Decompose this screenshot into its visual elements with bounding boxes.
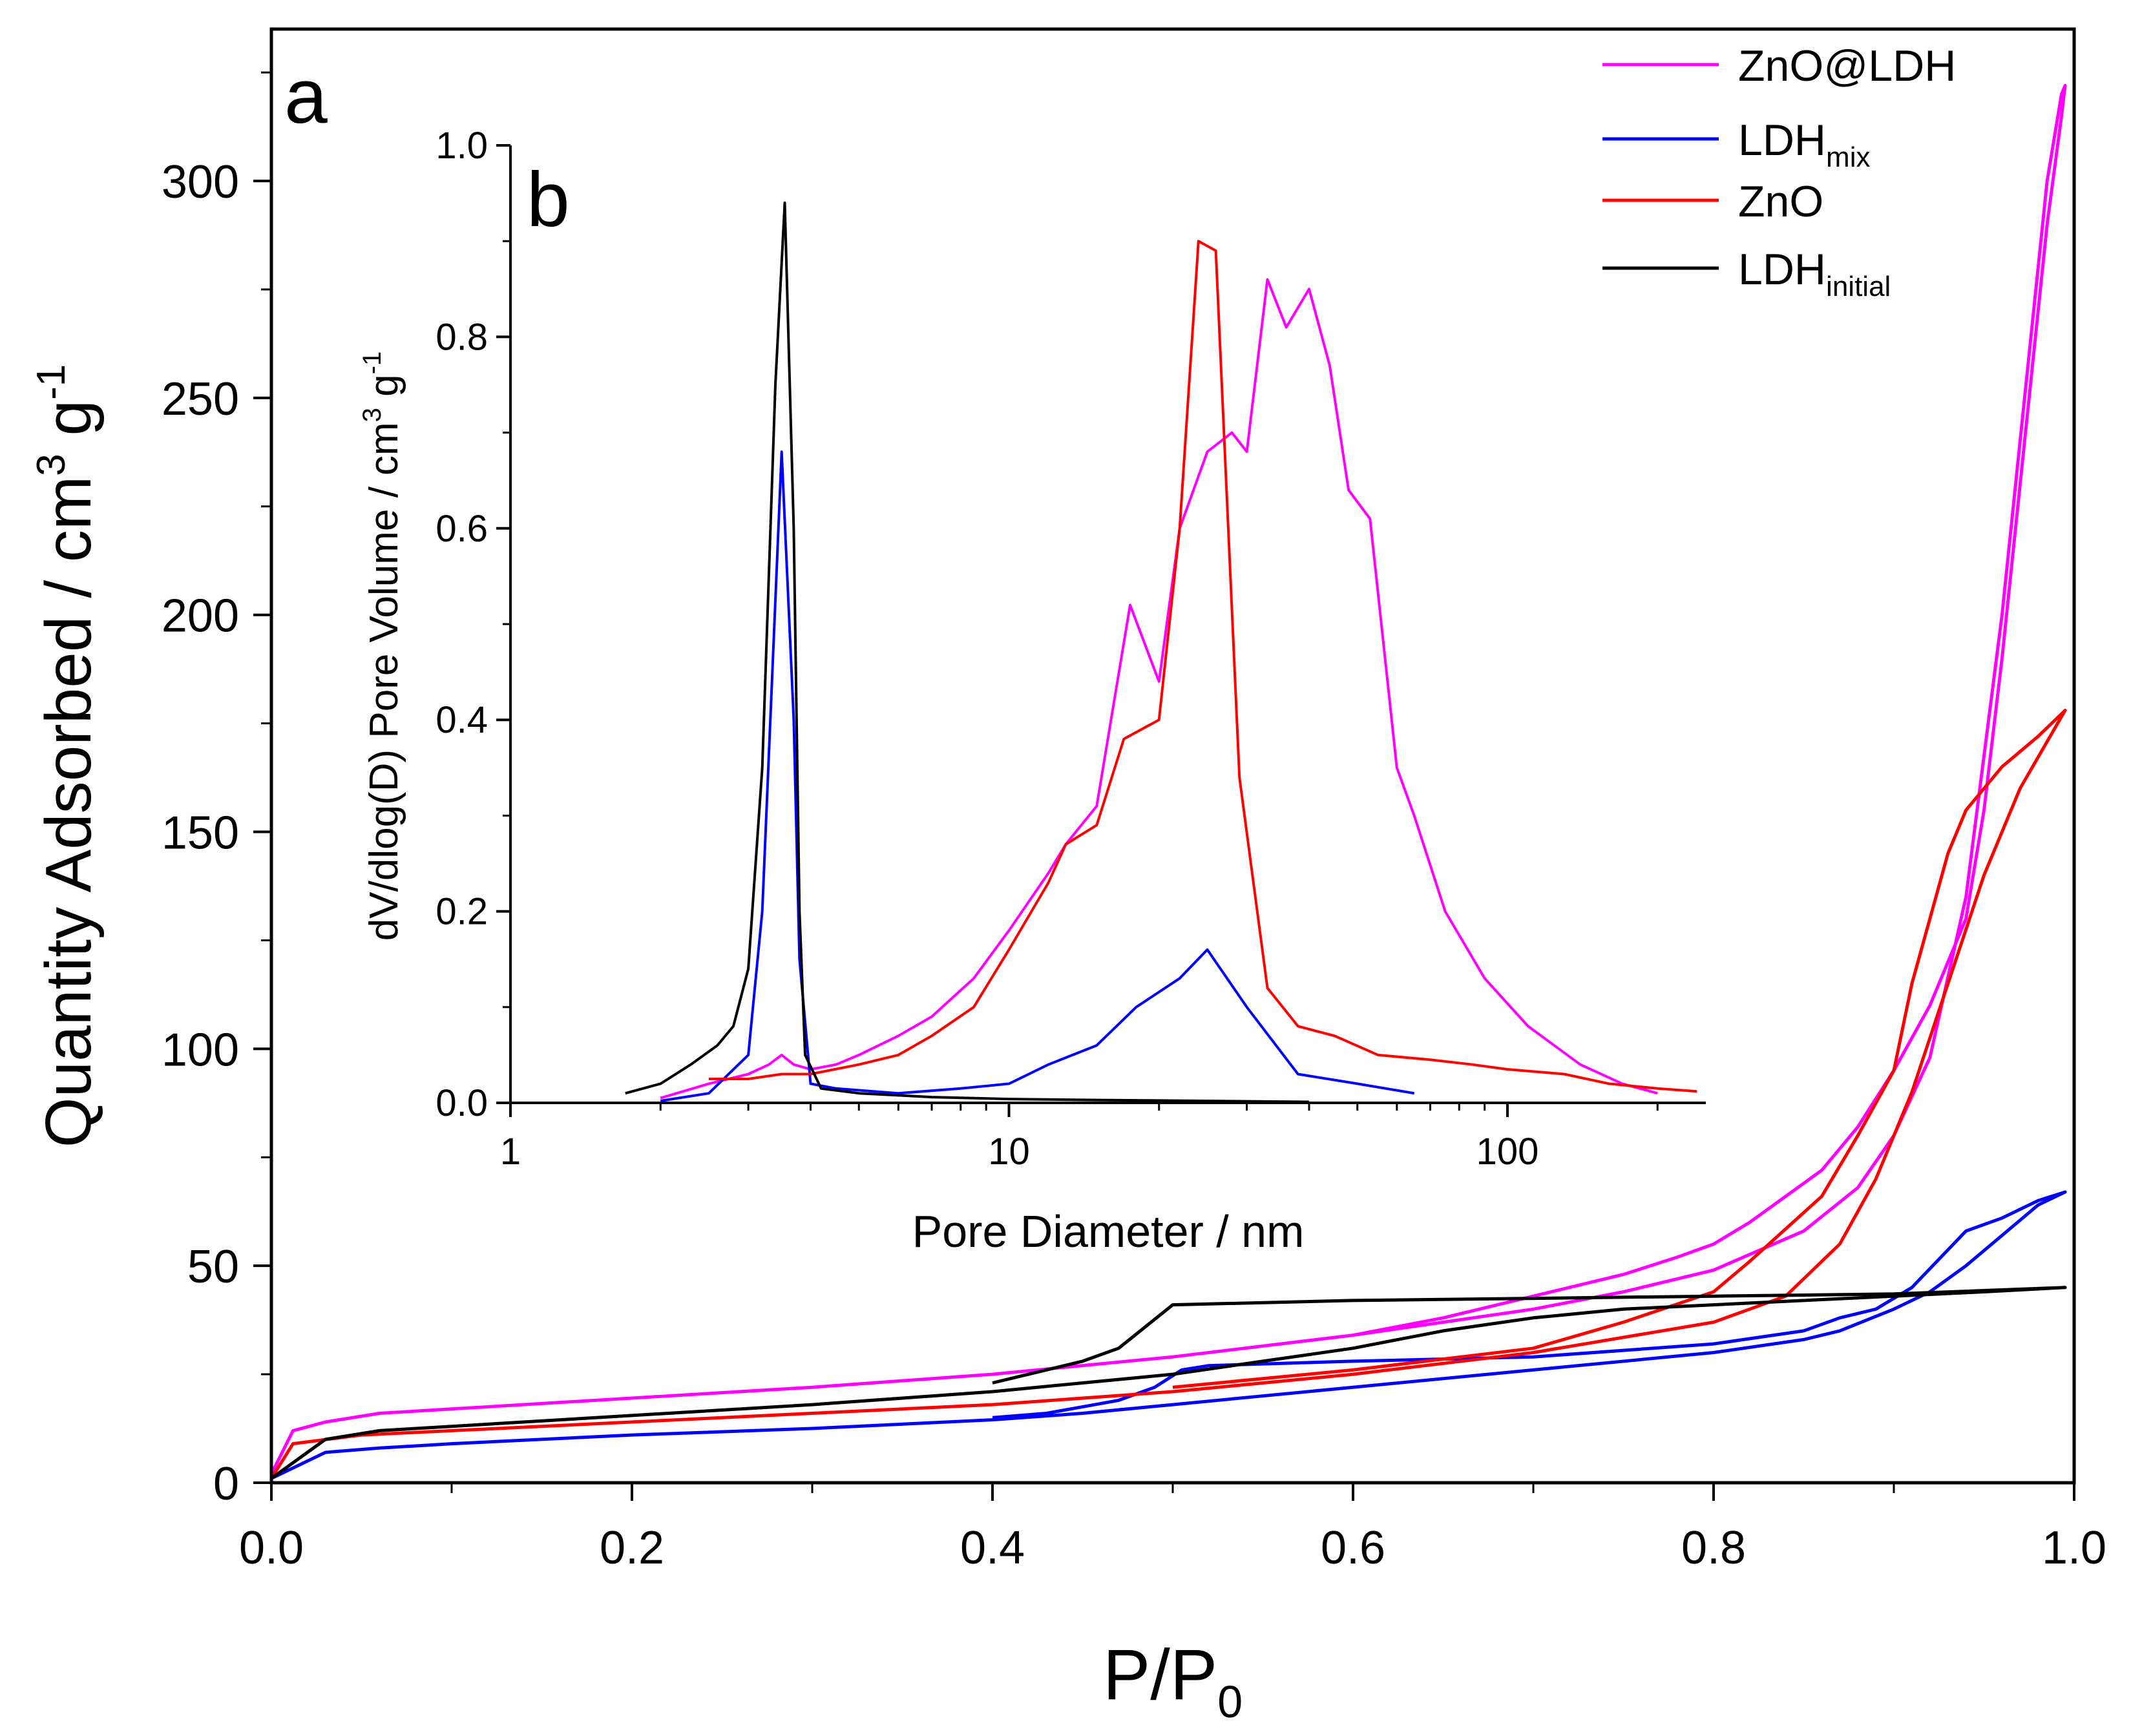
inset-y-tick-label: 0.4 (436, 699, 488, 741)
main-y-tick-label: 200 (162, 591, 239, 642)
legend: ZnO@LDH LDHmix ZnO LDHinitial (1602, 41, 1956, 302)
inset-x-axis-title: Pore Diameter / nm (912, 1206, 1305, 1257)
inset-series-group (625, 201, 1697, 1103)
main-x-tick-label: 0.8 (1681, 1522, 1746, 1574)
inset-y-tick-label: 0.0 (436, 1082, 488, 1124)
main-y-tick-label: 300 (162, 156, 239, 208)
legend-label-zno: ZnO (1738, 177, 1823, 226)
legend-label-ldhinitial: LDHinitial (1738, 245, 1891, 302)
main-x-tick-label: 0.2 (600, 1522, 664, 1574)
inset-series-ldh-initial (625, 201, 1310, 1103)
main-panel: 0.0 0.2 0.4 0.6 0.8 1.0 0 50 100 150 200 250 300 a P… (29, 27, 2106, 1727)
inset-series-ldh-mix (660, 450, 1415, 1102)
inset-y-tick-label: 1.0 (436, 125, 488, 167)
inset-y-tick-label: 0.2 (436, 891, 488, 933)
main-x-tick-label: 1.0 (2042, 1522, 2106, 1574)
inset-panel: 1 10 100 0.0 0.2 0.4 0.6 0.8 1.0 b Pore Diameter… (358, 125, 1706, 1257)
main-y-tick-label: 250 (162, 373, 239, 425)
main-y-tick-label: 150 (162, 808, 239, 859)
main-y-tick-label: 0 (213, 1458, 239, 1510)
inset-x-tick-label: 1 (500, 1131, 521, 1173)
main-y-tick-label: 100 (162, 1024, 239, 1076)
inset-y-axis-title: dV/dlog(D) Pore Volume / cm3 g-1 (358, 351, 406, 941)
inset-axes-lines (509, 145, 1706, 1104)
main-ticks: 0.0 0.2 0.4 0.6 0.8 1.0 0 50 100 150 200 250 300 (162, 71, 2106, 1574)
inset-x-tick-label: 10 (988, 1131, 1030, 1173)
main-x-tick-label: 0.4 (960, 1522, 1025, 1574)
main-series-zno-ldh (269, 83, 2067, 1475)
main-x-tick-label: 0.6 (1321, 1522, 1385, 1574)
legend-label-ldhmix: LDHmix (1738, 116, 1870, 173)
main-series-zno (269, 709, 2067, 1480)
inset-series-zno (709, 240, 1697, 1093)
inset-x-tick-label: 100 (1476, 1131, 1539, 1173)
main-x-axis-title: P/P0 (1103, 1635, 1243, 1727)
inset-y-tick-label: 0.8 (436, 316, 488, 358)
main-series-ldhmix (270, 1190, 2067, 1480)
panel-label-b: b (527, 156, 570, 243)
main-y-tick-label: 50 (187, 1241, 239, 1293)
main-y-axis-title: Quantity Adsorbed / cm3 g-1 (29, 364, 105, 1147)
inset-y-tick-label: 0.6 (436, 508, 488, 550)
inset-ticks: 1 10 100 0.0 0.2 0.4 0.6 0.8 1.0 (436, 125, 1659, 1173)
panel-label-a: a (284, 53, 328, 140)
main-x-tick-label: 0.0 (239, 1522, 304, 1574)
inset-series-zno-ldh (660, 278, 1658, 1100)
main-plot-frame (269, 27, 2076, 1485)
main-series-ldhinitial (270, 1286, 2067, 1480)
main-series-group (269, 83, 2067, 1480)
legend-label-znoldh: ZnO@LDH (1738, 41, 1956, 90)
